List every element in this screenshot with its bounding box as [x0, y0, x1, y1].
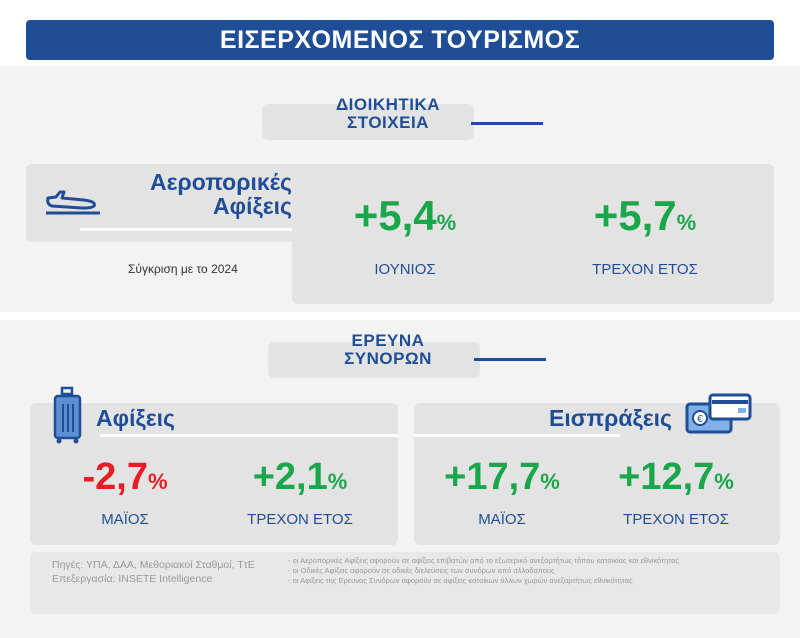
processing-text: Επεξεργασία: INSETE Intelligence: [52, 573, 213, 585]
receipts-underline: [414, 434, 620, 437]
section-underline: [474, 358, 546, 361]
border-section-title: ΕΡΕΥΝΑ ΣΥΝΟΡΩΝ: [318, 332, 458, 368]
receipts-title: Εισπράξεις: [549, 405, 672, 431]
title-line2: Αφίξεις: [213, 193, 292, 219]
section-line2: ΣΤΟΙΧΕΙΑ: [347, 113, 429, 132]
svg-text:€: €: [697, 414, 703, 425]
page-title: ΕΙΣΕΡΧΟΜΕΝΟΣ ΤΟΥΡΙΣΜΟΣ: [26, 20, 774, 60]
ytd-arrivals-change: +2,1%: [252, 456, 348, 498]
ytd-air-change: +5,7%: [593, 192, 697, 239]
ytd-label: ΤΡΕΧΟΝ ΕΤΟΣ: [623, 511, 729, 528]
may-receipts-change: +17,7%: [444, 456, 560, 498]
ytd-label: ΤΡΕΧΟΝ ΕΤΟΣ: [592, 261, 698, 278]
section-line2: ΣΥΝΟΡΩΝ: [344, 349, 432, 368]
sources-text: Πηγές: ΥΠΑ, ΔΑΑ, Μεθοριακοί Σταθμοί, ΤτΕ: [52, 559, 255, 571]
section-line1: ΔΙΟΙΚΗΤΙΚΑ: [335, 95, 441, 114]
footnote: - οι Αεροπορικές Αφίξεις αφορούν σε αφίξ…: [288, 556, 680, 565]
air-arrivals-title: Αεροπορικές Αφίξεις: [112, 170, 292, 218]
footnotes: - οι Αεροπορικές Αφίξεις αφορούν σε αφίξ…: [288, 556, 679, 586]
footnote: - οι Αφίξεις της Ερευνας Συνόρων αφορούν…: [288, 576, 633, 585]
may-label: ΜΑΪΟΣ: [478, 511, 526, 528]
section-underline: [471, 122, 543, 125]
title-underline: [80, 228, 292, 231]
footer-box: [30, 552, 780, 614]
arrivals-title: Αφίξεις: [96, 405, 175, 431]
suitcase-icon: [53, 386, 82, 444]
ytd-label: ΤΡΕΧΟΝ ΕΤΟΣ: [247, 511, 353, 528]
june-air-change: +5,4%: [353, 192, 457, 239]
admin-section-box: [262, 104, 474, 140]
arrivals-box: [30, 403, 398, 545]
air-stats-box: [292, 200, 774, 304]
border-section-box: [268, 342, 480, 378]
title-line1: Αεροπορικές: [150, 169, 292, 195]
section-line1: ΕΡΕΥΝΑ: [351, 331, 425, 350]
may-arrivals-change: -2,7%: [82, 456, 168, 498]
arrivals-underline: [100, 434, 398, 437]
sources: Πηγές: ΥΠΑ, ΔΑΑ, Μεθοριακοί Σταθμοί, ΤτΕ…: [52, 558, 255, 586]
card-cash-icon: €: [685, 393, 752, 434]
ytd-receipts-change: +12,7%: [618, 456, 734, 498]
footnote: - οι Οδικές Αφίξεις αφορούν σε οδικές δι…: [288, 566, 555, 575]
airplane-icon: [46, 190, 100, 215]
admin-section-title: ΔΙΟΙΚΗΤΙΚΑ ΣΤΟΙΧΕΙΑ: [318, 96, 458, 132]
may-label: ΜΑΪΟΣ: [101, 511, 149, 528]
june-label: ΙΟΥΝΙΟΣ: [374, 261, 436, 278]
comparison-note: Σύγκριση με το 2024: [128, 262, 238, 276]
